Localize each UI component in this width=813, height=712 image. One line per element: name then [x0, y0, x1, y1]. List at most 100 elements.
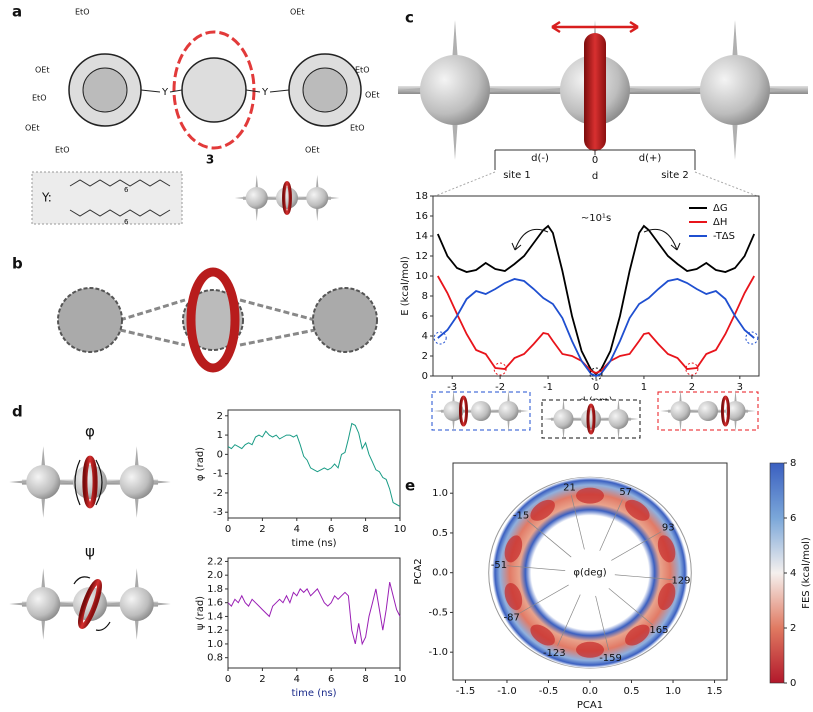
linker-box	[31, 171, 183, 225]
sphere	[471, 401, 491, 421]
x-tick-label: 0	[225, 524, 231, 535]
label: Y	[161, 87, 169, 98]
ring	[282, 180, 292, 216]
panel-label: e	[405, 477, 415, 495]
linker-chain	[69, 179, 171, 217]
label: d(-)	[531, 153, 549, 164]
y-tick-label: -3	[213, 507, 223, 518]
series-line	[227, 581, 401, 646]
schematic	[9, 568, 171, 640]
sphere	[119, 587, 154, 621]
y-tick-label: 1.8	[207, 584, 223, 595]
series-line	[436, 224, 756, 376]
colorbar-tick-label: 6	[790, 513, 796, 524]
fes-minimum	[504, 582, 523, 611]
molecule-render	[57, 267, 378, 373]
angle-label: -159	[599, 653, 622, 664]
legend-label: ΔG	[713, 203, 728, 214]
y-tick-label: 2.0	[207, 570, 223, 581]
colorbar	[769, 462, 785, 684]
fullerene-inner	[302, 67, 348, 113]
fes-minimum	[576, 487, 604, 504]
x-tick-label: 4	[294, 674, 300, 685]
fes-minimum	[625, 624, 650, 646]
angle-ray	[557, 594, 581, 647]
angle-label: 165	[649, 625, 668, 636]
sphere	[420, 55, 490, 125]
guide	[434, 171, 758, 197]
bond	[245, 89, 261, 93]
x-tick-label: 2	[259, 674, 265, 685]
y-tick-label: -1.0	[428, 647, 448, 658]
y-tick-label: 1.4	[207, 611, 223, 622]
y-axis-label: E (kcal/mol)	[400, 256, 411, 316]
legend-label: -TΔS	[713, 231, 735, 242]
rotation-arrow	[73, 576, 111, 631]
sphere	[581, 409, 601, 429]
fes-ring	[492, 477, 688, 669]
shuttle-arrow	[551, 20, 639, 34]
y-tick-label: 1.2	[207, 625, 223, 636]
x-tick-label: -1.0	[497, 686, 517, 697]
angle-label: 93	[662, 523, 675, 534]
angle-ray	[527, 520, 572, 558]
colorbar-tick-label: 8	[790, 458, 796, 469]
y-tick-label: 0.5	[432, 528, 448, 539]
fes-minimum	[657, 535, 676, 563]
bond	[140, 89, 161, 93]
annotation-arrow	[511, 228, 681, 251]
x-tick-label: 1.5	[707, 686, 723, 697]
y-axis-label: ψ (rad)	[195, 596, 206, 630]
angle-ray	[570, 495, 585, 550]
fullerene-inner	[82, 67, 128, 113]
fes-minimum	[530, 499, 555, 521]
sphere	[26, 465, 61, 499]
sphere	[670, 401, 691, 421]
x-tick-label: 10	[394, 524, 407, 535]
schematic	[433, 390, 529, 432]
minimum-marker	[589, 367, 603, 381]
y-tick-label: 0.0	[432, 568, 448, 579]
angle-ray	[518, 584, 569, 614]
x-tick-label: -3	[447, 382, 457, 393]
colorbar-tick-label: 4	[790, 568, 796, 579]
x-tick-label: 6	[328, 524, 334, 535]
x-axis-label: time (ns)	[291, 688, 336, 699]
series-line	[437, 275, 755, 374]
label: ψ	[85, 543, 95, 561]
angle-label: 129	[671, 575, 690, 586]
bond	[169, 89, 183, 93]
angle-label: 57	[619, 487, 632, 498]
sphere	[700, 55, 770, 125]
minimum-marker	[493, 362, 507, 376]
panel-label: d	[12, 403, 23, 421]
label: ~10¹s	[581, 213, 611, 224]
schematic	[9, 446, 171, 518]
x-axis-label: time (ns)	[291, 538, 336, 549]
ring	[78, 579, 102, 629]
label: d	[592, 171, 598, 182]
sphere	[26, 587, 61, 621]
ring	[586, 403, 596, 435]
label: EtO	[75, 8, 90, 17]
label: 6	[124, 218, 129, 226]
label: 3	[206, 153, 214, 167]
rotation-arrow	[74, 459, 103, 506]
y-tick-label: 14	[415, 231, 428, 242]
y-tick-label: 1.0	[207, 639, 223, 650]
label: Y	[261, 87, 269, 98]
minimum-marker	[685, 362, 699, 376]
angle-label: 21	[563, 482, 576, 493]
angle-ray	[507, 565, 566, 571]
fes-minimum	[530, 624, 555, 646]
angle-label: -87	[504, 613, 520, 624]
legend-label: ΔH	[713, 217, 727, 228]
series-line	[227, 422, 401, 507]
panel-label: a	[12, 3, 22, 21]
label: site 2	[661, 170, 689, 181]
angle-label: -15	[513, 510, 529, 521]
minimum-marker	[433, 331, 447, 345]
colorbar-label: FES (kcal/mol)	[801, 537, 812, 609]
ring	[459, 395, 468, 427]
label: d(+)	[639, 153, 662, 164]
